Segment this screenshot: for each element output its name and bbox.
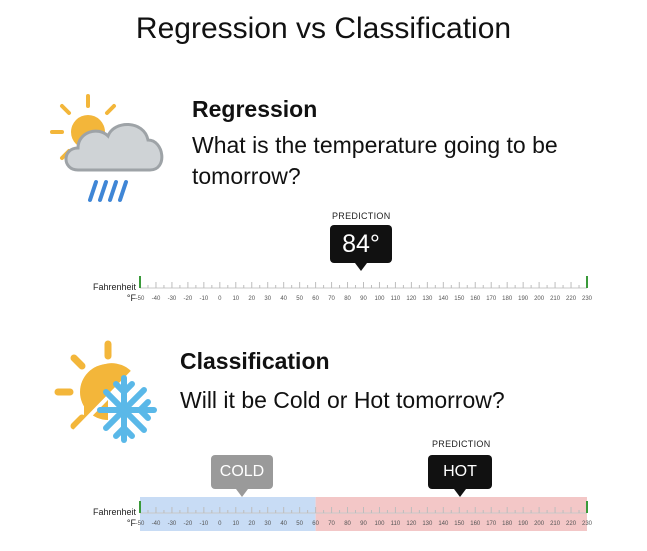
scale-tick-label: 120 [406, 521, 417, 527]
scale-tick-label: 210 [550, 296, 561, 302]
scale-tick-label: 140 [438, 296, 449, 302]
unit-label-degrees: °F [126, 518, 136, 528]
scale-tick-label: 60 [312, 296, 319, 302]
scale-tick-label: 40 [280, 296, 287, 302]
scale-tick-label: 10 [232, 296, 239, 302]
scale-tick-label: 220 [566, 521, 577, 527]
scale-tick-label: 160 [470, 296, 481, 302]
scale-tick-label: 170 [486, 521, 497, 527]
scale-tick-label: 150 [454, 521, 465, 527]
scale-tick-label: 80 [344, 296, 351, 302]
scale-tick-label: 70 [328, 296, 335, 302]
regression-prediction-label: PREDICTION [332, 211, 391, 221]
scale-tick-label: -30 [168, 521, 177, 527]
cold-region [140, 497, 316, 531]
scale-tick-label: 20 [248, 296, 255, 302]
scale-tick-label: 210 [550, 521, 561, 527]
scale-tick-label: 30 [264, 296, 271, 302]
scale-tick-label: 10 [232, 521, 239, 527]
scale-tick-label: 90 [360, 296, 367, 302]
regression-unit-label: Fahrenheit °F [80, 282, 136, 304]
scale-tick-label: 190 [518, 296, 529, 302]
classification-temperature-scale: -50 -40 -30 -20 -10 0 10 20 30 40 50 60 70 80 90 100 110… [136, 497, 593, 531]
scale-tick-label: 140 [438, 521, 449, 527]
scale-tick-label: 90 [360, 521, 367, 527]
scale-tick-label: 180 [502, 521, 513, 527]
scale-tick-label: 160 [470, 521, 481, 527]
scale-tick-label: 80 [344, 521, 351, 527]
scale-tick-label: 190 [518, 521, 529, 527]
scale-tick-label: 130 [422, 296, 433, 302]
regression-temperature-scale: -50 -40 -30 -20 -10 0 10 20 30 40 50 60 70 80 90 100 110… [136, 276, 593, 302]
unit-label-fahrenheit: Fahrenheit [92, 507, 136, 517]
unit-label-degrees: °F [126, 293, 136, 303]
regression-heading: Regression [192, 96, 318, 122]
page-title: Regression vs Classification [135, 12, 512, 45]
scale-tick-label: -40 [152, 296, 161, 302]
scale-tick-label: -20 [184, 296, 193, 302]
scale-tick-label: 230 [582, 296, 593, 302]
classification-question: Will it be Cold or Hot tomorrow? [180, 387, 505, 413]
scale-tick-label: 40 [280, 521, 287, 527]
cold-callout: COLD [211, 455, 273, 497]
hot-label: HOT [443, 463, 477, 480]
scale-tick-label: 200 [534, 521, 545, 527]
scale-tick-label: 170 [486, 296, 497, 302]
scale-tick-label: 180 [502, 296, 513, 302]
classification-unit-label: Fahrenheit °F [80, 507, 136, 529]
scale-tick-label: 30 [264, 521, 271, 527]
sun-snowflake-icon [54, 340, 157, 443]
hot-callout: HOT [428, 455, 492, 497]
scale-tick-label: 20 [248, 521, 255, 527]
regression-prediction-value: 84° [342, 230, 380, 258]
scale-tick-label: 100 [374, 521, 385, 527]
classification-prediction-label: PREDICTION [432, 439, 491, 449]
scale-tick-label: 60 [312, 521, 319, 527]
scale-tick-label: -50 [136, 296, 145, 302]
scale-tick-label: -10 [200, 521, 209, 527]
scale-tick-label: 220 [566, 296, 577, 302]
scale-tick-label: -10 [200, 296, 209, 302]
scale-tick-label: 50 [296, 521, 303, 527]
scale-tick-label: 130 [422, 521, 433, 527]
regression-question: What is the temperature going to be tomo… [192, 132, 558, 189]
scale-tick-label: 150 [454, 296, 465, 302]
scale-tick-label: 70 [328, 521, 335, 527]
scale-tick-label: 0 [218, 521, 222, 527]
scale-tick-label: -20 [184, 521, 193, 527]
scale-tick-label: 120 [406, 296, 417, 302]
scale-tick-label: 200 [534, 296, 545, 302]
scale-tick-label: -40 [152, 521, 161, 527]
cold-label: COLD [219, 463, 265, 480]
sun-cloud-rain-icon [50, 94, 164, 202]
scale-tick-label: 50 [296, 296, 303, 302]
scale-tick-label: 110 [391, 296, 401, 302]
scale-tick-label: 230 [582, 521, 593, 527]
unit-label-fahrenheit: Fahrenheit [92, 282, 136, 292]
hot-region [315, 497, 587, 531]
scale-tick-label: 0 [218, 296, 222, 302]
regression-prediction-callout: 84° [330, 225, 392, 271]
classification-heading: Classification [180, 348, 330, 374]
scale-tick-label: 110 [391, 521, 401, 527]
scale-tick-label: -30 [168, 296, 177, 302]
scale-tick-label: -50 [136, 521, 145, 527]
scale-tick-label: 100 [374, 296, 385, 302]
